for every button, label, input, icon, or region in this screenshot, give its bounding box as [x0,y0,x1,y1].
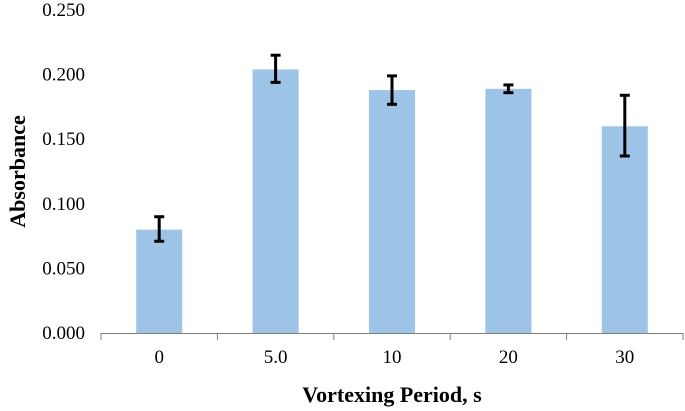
y-axis-ticks: 0.000 0.050 0.100 0.150 0.200 0.250 [42,0,85,344]
error-bar [387,74,397,106]
x-tick-label: 20 [499,347,518,368]
x-tick-label: 0 [154,347,164,368]
error-bar [503,83,514,95]
x-tick-label: 5.0 [264,347,288,368]
bar [252,69,299,333]
error-bar [270,53,281,84]
x-axis-title: Vortexing Period, s [302,382,482,407]
y-tick-label: 0.150 [42,129,85,150]
bar [485,88,532,333]
bar [601,126,648,333]
y-tick-label: 0.200 [42,65,85,86]
bars-group [136,69,648,333]
error-bar [619,93,630,158]
y-tick-label: 0.250 [42,0,85,21]
bar [136,229,183,333]
x-tick-label: 10 [383,347,402,368]
error-bar [154,215,165,243]
y-tick-label: 0.050 [42,258,85,279]
x-axis-ticks: 0 5.0 10 20 30 [100,333,684,368]
bar [369,90,415,333]
y-axis-title: Absorbance [5,115,30,228]
x-tick-label: 30 [615,347,634,368]
y-tick-label: 0.100 [42,194,85,215]
y-tick-label: 0.000 [42,323,85,344]
error-bars-group [154,53,630,243]
